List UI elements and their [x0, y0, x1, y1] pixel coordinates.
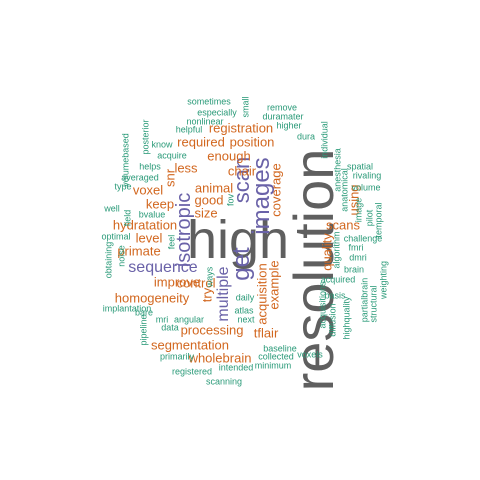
- word-less: less: [174, 160, 198, 176]
- word-dmri: dmri: [349, 252, 367, 263]
- word-temporal: temporal: [373, 202, 384, 238]
- word-voxel: voxel: [132, 182, 164, 198]
- word-tflair: tflair: [253, 325, 279, 341]
- word-homogeneity: homogeneity: [114, 290, 190, 306]
- word-chair: chair: [227, 163, 257, 179]
- word-acquire: acquire: [157, 150, 187, 161]
- word-field: field: [122, 209, 133, 227]
- word-angular: angular: [173, 314, 205, 325]
- word-duramater: duramater: [262, 111, 304, 122]
- word-bare: bare: [134, 307, 154, 318]
- word-algorithm: algorithm: [331, 231, 342, 269]
- word-pipeline: pipeline: [138, 314, 149, 346]
- word-get: get: [228, 247, 255, 281]
- word-structural: structural: [368, 285, 379, 323]
- word-bvalue: bvalue: [138, 209, 166, 220]
- word-level: level: [135, 230, 163, 246]
- word-fov: fov: [225, 193, 236, 207]
- word-especially: especially: [197, 107, 237, 118]
- word-try: try: [199, 287, 215, 303]
- word-dura: dura: [296, 131, 316, 142]
- word-type: type: [114, 181, 132, 192]
- word-sometimes: sometimes: [187, 96, 231, 107]
- word-averaged: averaged: [121, 172, 159, 183]
- word-control: control: [176, 275, 216, 291]
- word-helps: helps: [139, 161, 161, 172]
- word-highquality: highquality: [341, 296, 352, 340]
- word-atlas: atlas: [234, 305, 254, 316]
- word-collected: collected: [258, 351, 294, 362]
- word-minimum: minimum: [254, 360, 292, 371]
- word-enough: enough: [207, 148, 251, 164]
- word-noise: noise: [116, 245, 127, 267]
- word-sequence: sequence: [128, 259, 198, 276]
- word-rivaling: rivaling: [352, 170, 382, 181]
- word-acquisitions: acquisitions: [317, 281, 328, 329]
- word-remove: remove: [266, 102, 298, 113]
- word-daily: daily: [235, 292, 255, 303]
- word-keep: keep: [145, 196, 175, 212]
- word-improve: improve: [153, 274, 201, 290]
- word-know: know: [151, 139, 173, 150]
- word-acquired: acquired: [320, 274, 356, 285]
- word-wholebrain: wholebrain: [188, 350, 252, 366]
- word-challenge: challenge: [343, 233, 383, 244]
- word-scans: scans: [326, 217, 360, 233]
- word-scanning: scanning: [205, 376, 243, 387]
- word-brain: brain: [343, 264, 365, 275]
- word-intended: intended: [218, 362, 254, 373]
- word-obtaining: obtaining: [103, 241, 114, 279]
- word-registration: registration: [208, 120, 274, 136]
- word-mri: mri: [155, 314, 169, 325]
- word-optimal: optimal: [101, 231, 131, 242]
- word-position: position: [229, 134, 275, 150]
- word-spatial: spatial: [346, 161, 374, 172]
- word-hydratation: hydratation: [112, 217, 178, 233]
- word-helpful: helpful: [175, 124, 203, 135]
- word-size: size: [194, 205, 218, 221]
- word-coverage: coverage: [268, 163, 284, 217]
- word-higher: higher: [276, 120, 302, 131]
- word-volume: volume: [351, 182, 381, 193]
- word-good: good: [194, 192, 224, 208]
- word-primate: primate: [117, 243, 161, 259]
- word-feel: feel: [166, 234, 177, 250]
- word-image: image: [353, 197, 364, 223]
- word-required: required: [177, 134, 225, 150]
- word-weighting: weighting: [378, 260, 389, 300]
- word-baseline: baseline: [263, 343, 297, 354]
- word-example: example: [266, 260, 282, 310]
- word-implantation: implantation: [102, 303, 152, 314]
- word-well: well: [104, 203, 120, 214]
- word-next: next: [237, 314, 255, 325]
- word-posterior: posterior: [140, 119, 151, 155]
- word-individual: individual: [319, 121, 330, 159]
- word-snr: snr: [162, 168, 178, 188]
- word-diffusion: diffusion: [327, 303, 338, 337]
- word-animal: animal: [194, 180, 234, 196]
- word-basis: basis: [324, 290, 346, 301]
- word-voxels: voxels: [297, 349, 323, 360]
- word-ways: ways: [204, 266, 215, 288]
- word-data: data: [161, 322, 179, 333]
- word-primarily: primarily: [159, 351, 195, 362]
- word-small: small: [240, 96, 251, 118]
- word-anatomical: anatomical: [339, 168, 350, 212]
- word-segmentation: segmentation: [150, 337, 230, 353]
- word-high: high: [186, 210, 290, 270]
- word-multiple: multiple: [215, 266, 232, 322]
- word-processing: processing: [180, 322, 244, 338]
- word-fmri: fmri: [348, 242, 364, 253]
- word-nonlinear: nonlinear: [186, 116, 224, 127]
- word-registered: registered: [171, 366, 213, 377]
